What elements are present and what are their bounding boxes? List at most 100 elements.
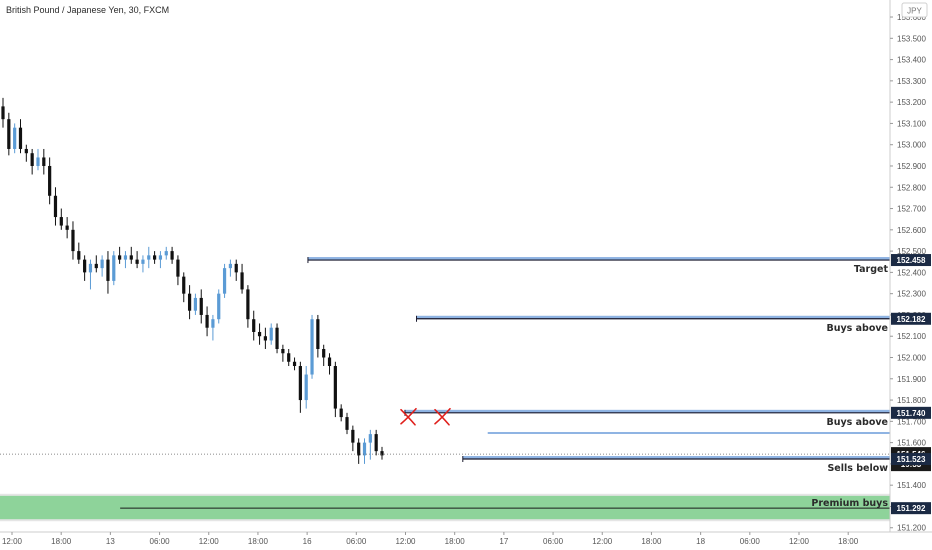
time-tick-label: 18:00 [838, 537, 859, 546]
candle-body [88, 263, 93, 273]
candle [362, 438, 367, 464]
price-tick-label: 152.400 [897, 268, 926, 277]
price-tick-label: 152.300 [897, 290, 926, 299]
candle-body [158, 255, 163, 260]
candle-body [333, 366, 337, 409]
candle [322, 344, 326, 367]
candle-body [362, 442, 367, 456]
candle-body [1, 106, 5, 120]
price-tick-label: 152.800 [897, 183, 926, 192]
price-tick-label: 152.900 [897, 162, 926, 171]
time-tick-label: 18 [696, 537, 705, 546]
candle-body [13, 127, 17, 149]
time-tick-label: 13 [106, 537, 115, 546]
time-tick-label: 12:00 [789, 537, 810, 546]
candle-body [152, 255, 157, 260]
candle-body [339, 408, 343, 418]
candle-body [71, 229, 75, 252]
candle [380, 446, 384, 460]
price-tick-label: 152.000 [897, 354, 926, 363]
price-axis[interactable]: 153.600 153.500 153.400 153.300 153.200 153.1… [889, 0, 931, 533]
candle [147, 246, 151, 269]
badge-text: 151.740 [897, 409, 926, 418]
candle-body [83, 259, 87, 273]
candle [263, 327, 267, 349]
time-axis[interactable]: 12:00 18:00 13 06:00 12:00 18:00 16 06:00 12:00 1… [0, 531, 932, 546]
candle-body [112, 255, 116, 281]
candle-body [135, 259, 139, 264]
candle-body [193, 297, 198, 311]
time-tick-label: 18:00 [445, 537, 466, 546]
time-tick-label: 12:00 [2, 537, 23, 546]
candle [13, 123, 17, 154]
candle [135, 251, 139, 269]
candle-body [182, 276, 186, 294]
cross-stroke [434, 408, 450, 426]
candle-body [351, 429, 355, 443]
zone-price-badge: 151.292 [891, 502, 931, 515]
zone-label: Premium buys [811, 498, 888, 509]
level-1[interactable]: Target [307, 257, 890, 275]
candle [53, 187, 58, 226]
price-tick-label: 151.200 [897, 524, 926, 533]
candle-body [368, 434, 372, 443]
badge-text: 152.182 [897, 315, 926, 324]
candle [287, 348, 291, 367]
candle-body [263, 336, 267, 341]
candle [77, 242, 81, 264]
candle [18, 119, 23, 154]
candle-body [275, 327, 279, 349]
price-tick-label: 153.100 [897, 119, 926, 128]
candle-body [30, 153, 34, 166]
level-2[interactable]: Buys above [416, 315, 890, 334]
price-tick-label: 151.800 [897, 396, 926, 405]
candle-body [240, 272, 244, 290]
candle-body [310, 319, 314, 375]
time-tick-label: 12:00 [199, 537, 220, 546]
time-tick-label: 18:00 [248, 537, 269, 546]
candle-body [42, 157, 46, 166]
price-tick-label: 151.700 [897, 417, 926, 426]
level-label: Target [854, 264, 889, 275]
candle-body [211, 319, 215, 328]
candle-body [141, 259, 145, 264]
level-highlight [462, 456, 890, 460]
badge-box [891, 502, 931, 515]
candle [88, 259, 93, 290]
candle [24, 144, 28, 162]
cross-stroke [400, 408, 416, 426]
candle [187, 285, 192, 320]
candle-body [222, 268, 227, 294]
level-4[interactable]: Sells below [462, 456, 890, 474]
candle [333, 361, 337, 418]
horizontal-levels[interactable]: Target Buys above Buys above Sells below [0, 257, 890, 474]
candle [42, 148, 46, 175]
price-tick-label: 153.000 [897, 141, 926, 150]
candle-body [94, 263, 98, 269]
badge-box [891, 312, 931, 325]
level-highlight [404, 409, 890, 413]
currency-button[interactable]: JPY [901, 2, 928, 18]
time-tick-label: 06:00 [740, 537, 761, 546]
price-tick-label: 153.600 [897, 13, 926, 22]
candle [304, 366, 308, 409]
candle [129, 246, 133, 264]
price-tick-label: 153.500 [897, 34, 926, 43]
level-label: Buys above [826, 417, 888, 428]
candle-body [24, 148, 28, 154]
candle-body [36, 157, 40, 166]
badge-box [891, 406, 931, 419]
badge-text: 151.523 [897, 455, 926, 464]
level-price-badge: 151.523 [891, 453, 931, 466]
candle-body [7, 119, 11, 149]
level-price-badge: 152.458 [891, 254, 931, 267]
candle [275, 323, 279, 354]
price-tick-label: 151.600 [897, 439, 926, 448]
candle [345, 412, 349, 435]
candle [327, 353, 332, 375]
candle-body [298, 366, 302, 401]
candle-body [269, 327, 273, 341]
candle [211, 314, 215, 341]
candle-body [129, 255, 133, 260]
